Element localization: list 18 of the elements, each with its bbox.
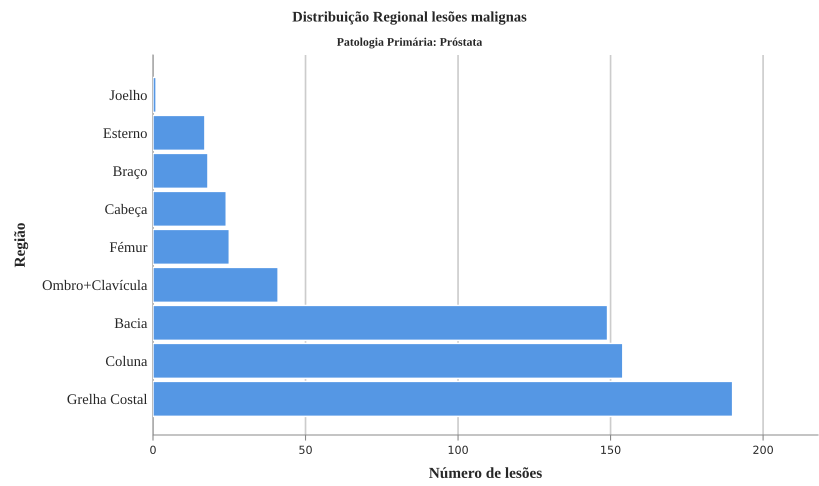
x-tick-label: 200 [753,446,773,454]
y-tick-label: Joelho [110,90,147,100]
x-tick-label: 100 [448,446,468,454]
y-tick-label: Coluna [106,356,148,366]
y-tick-label: Bacia [114,318,148,328]
chart-subtitle: Patologia Primária: Próstata [336,38,482,48]
x-tick-label: 150 [601,446,620,454]
y-tick-label: Cabeça [105,204,148,218]
x-tick-label: 50 [299,446,312,454]
x-axis-title: Número de lesões [429,467,542,478]
y-tick-label: Esterno [103,128,147,138]
y-tick-label: Fémur [110,242,148,252]
chart-title: Distribuição Regional lesões malignas [292,11,526,25]
y-tick-label: Ombro+Clavícula [42,280,148,290]
y-axis-title: Região [14,223,28,268]
y-tick-label: Braço [113,166,147,180]
y-tick-label: Grelha Costal [67,394,148,404]
x-tick-label: 0 [150,446,156,454]
